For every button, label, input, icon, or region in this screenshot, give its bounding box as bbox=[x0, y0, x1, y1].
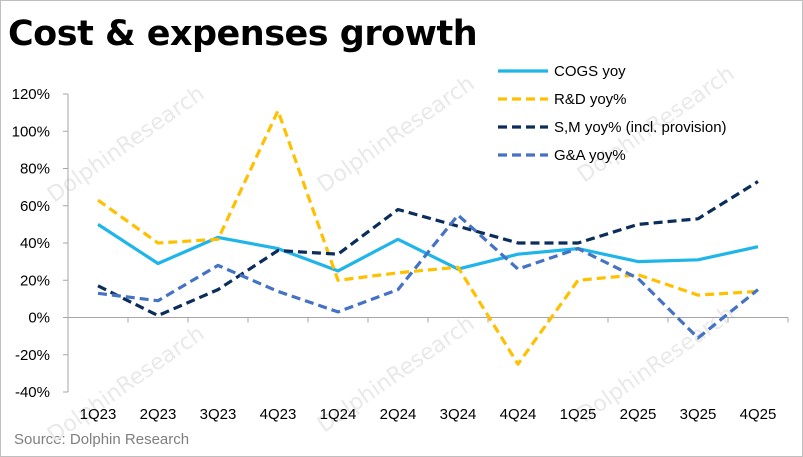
legend: COGS yoy R&D yoy% S,M yoy% (incl. provisio… bbox=[498, 63, 727, 164]
legend-label: G&A yoy% bbox=[554, 147, 626, 164]
x-tick-label: 1Q23 bbox=[80, 406, 117, 423]
source-note: Source: Dolphin Research bbox=[14, 431, 190, 448]
y-tick-label: 80% bbox=[20, 161, 50, 178]
x-tick-label: 3Q23 bbox=[200, 406, 237, 423]
x-tick-label: 4Q23 bbox=[260, 406, 297, 423]
chart-title: Cost & expenses growth bbox=[8, 14, 478, 54]
series-layer bbox=[97, 109, 760, 366]
axes: -40% -20% 0% 20% 40% 60% 80% 100% 120% 1Q23 2Q23 3Q… bbox=[12, 86, 789, 423]
x-tick-label: 1Q25 bbox=[560, 406, 597, 423]
y-tick-label: 40% bbox=[20, 235, 50, 252]
y-tick-label: -40% bbox=[15, 384, 50, 401]
x-tick-label: 3Q25 bbox=[680, 406, 717, 423]
y-tick-label: 20% bbox=[20, 272, 50, 289]
watermark-text: DolphinResearch bbox=[313, 71, 479, 198]
legend-label: S,M yoy% (incl. provision) bbox=[554, 119, 727, 136]
x-tick-label: 1Q24 bbox=[320, 406, 357, 423]
x-tick-label: 3Q24 bbox=[440, 406, 477, 423]
x-tick-label: 2Q24 bbox=[380, 406, 417, 423]
y-tick-label: -20% bbox=[15, 347, 50, 364]
legend-label: R&D yoy% bbox=[554, 91, 627, 108]
x-tick-label: 2Q25 bbox=[620, 406, 657, 423]
y-tick-label: 0% bbox=[28, 310, 50, 327]
y-tick-label: 100% bbox=[12, 123, 50, 140]
x-tick-label: 4Q24 bbox=[500, 406, 537, 423]
series-line-4 bbox=[97, 213, 760, 340]
legend-label: COGS yoy bbox=[554, 63, 626, 80]
y-tick-label: 120% bbox=[12, 86, 50, 103]
series-line-2 bbox=[97, 109, 759, 366]
series-line-1 bbox=[97, 223, 759, 273]
x-tick-label: 2Q23 bbox=[140, 406, 177, 423]
y-tick-label: 60% bbox=[20, 198, 50, 215]
series-line-3 bbox=[97, 180, 759, 318]
x-tick-label: 4Q25 bbox=[740, 406, 777, 423]
